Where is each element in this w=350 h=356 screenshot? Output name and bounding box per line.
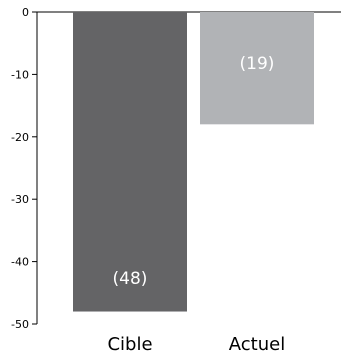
y-tick-label: -20 [11,131,29,144]
bar-value-label: (19) [240,54,275,74]
bar-cible [73,12,187,312]
y-tick-label: -10 [11,68,29,81]
y-tick-label: -40 [11,256,29,269]
y-tick-label: -30 [11,193,29,206]
bar-value-label: (48) [113,269,148,289]
chart-labels: Cible Actuel (48) (19) [107,54,285,355]
y-tick-label: -50 [11,318,29,331]
x-category-label: Cible [107,334,152,355]
bar-actuel [200,12,314,125]
y-tick-label: 0 [22,6,29,19]
chart-bars [73,12,314,312]
chart-axes: 0 -10 -20 -30 -40 -50 [11,6,341,331]
x-category-label: Actuel [229,334,285,355]
